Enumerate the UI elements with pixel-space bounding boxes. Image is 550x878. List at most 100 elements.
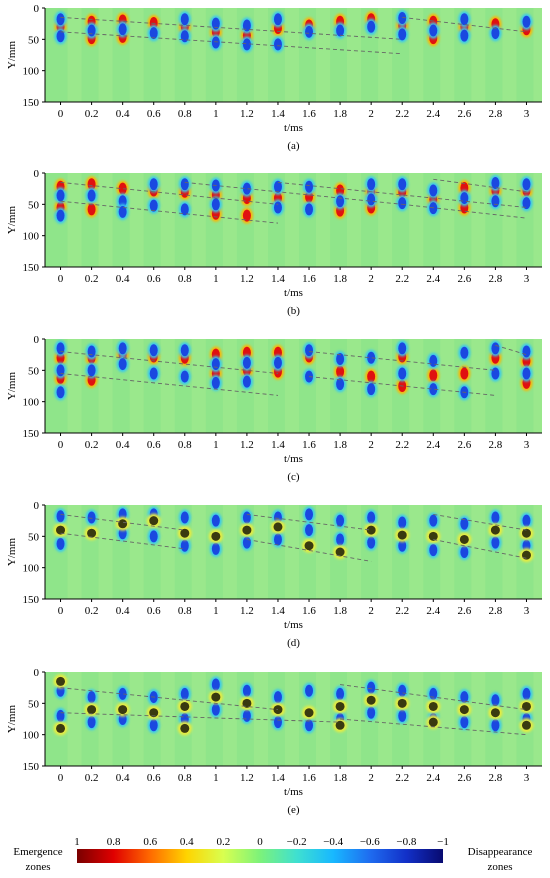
disappearance-zone (460, 29, 469, 42)
colorbar-left-label-line2: zones (25, 861, 50, 873)
x-tick-label: 0 (58, 772, 64, 784)
frame-band (378, 672, 393, 766)
panel-b: 0 50 100 150 0 0.2 0.4 0.6 0.8 1 1.2 1.4 1.6 1.8 2 2.2 2… (6, 168, 542, 317)
x-tick-label: 1.6 (302, 273, 316, 285)
emergence-zone-core (335, 547, 345, 557)
y-axis-label: Y/mm (6, 206, 18, 235)
x-tick-label: 2.2 (395, 439, 409, 451)
frame-band (98, 672, 113, 766)
disappearance-zone (180, 511, 189, 524)
x-axis-label: t/ms (284, 287, 303, 299)
emergence-zone-core (459, 705, 469, 715)
trajectory-dashed-line (184, 181, 403, 205)
disappearance-zone (460, 546, 469, 558)
x-tick-label: 1.4 (271, 439, 285, 451)
panel-d: 0 50 100 150 0 0.2 0.4 0.6 0.8 1 1.2 1.4 1.6 1.8 2 2.2 2… (6, 500, 542, 649)
emergence-zone-core (242, 698, 252, 708)
disappearance-zone (367, 193, 376, 206)
y-tick-label: 0 (34, 500, 40, 512)
frame-band (222, 339, 237, 433)
frame-band (409, 173, 424, 267)
y-axis-label: Y/mm (6, 705, 18, 734)
x-tick-label: 1.6 (302, 108, 316, 120)
trajectory-dashed-line (340, 684, 527, 711)
disappearance-zone (56, 510, 65, 523)
frame-band (533, 339, 542, 433)
x-tick-label: 2.6 (457, 605, 471, 617)
disappearance-zone (149, 199, 158, 212)
panel-caption: (a) (287, 140, 300, 152)
emergence-zone-core (335, 720, 345, 730)
trajectory-dashed-line (60, 351, 279, 374)
disappearance-zone (491, 536, 500, 549)
disappearance-zone (491, 342, 500, 355)
x-tick-label: 0.8 (178, 439, 192, 451)
x-tick-label: 3 (524, 108, 530, 120)
x-tick-label: 1 (213, 108, 219, 120)
x-tick-label: 0 (58, 605, 64, 617)
x-tick-label: 0.4 (116, 772, 130, 784)
disappearance-zone (56, 13, 65, 26)
x-tick-label: 2.6 (457, 108, 471, 120)
disappearance-zone (118, 342, 127, 355)
disappearance-zone (149, 367, 158, 380)
disappearance-zone (398, 684, 407, 697)
x-tick-label: 2.8 (489, 108, 503, 120)
colorbar-tick-label: 0.4 (180, 836, 194, 848)
frame-band (471, 672, 486, 766)
frame-band (253, 8, 268, 102)
x-tick-label: 2.8 (489, 772, 503, 784)
x-tick-label: 0.4 (116, 108, 130, 120)
x-axis-label: t/ms (284, 122, 303, 134)
emergence-zone-core (242, 525, 252, 535)
frame-band (533, 8, 542, 102)
colorbar-left-label-line1: Emergence (13, 846, 62, 858)
emergence-zone (460, 367, 469, 380)
panel-caption: (e) (287, 804, 300, 816)
x-tick-label: 1.4 (271, 108, 285, 120)
disappearance-zone (491, 511, 500, 524)
plot-area (45, 505, 542, 599)
emergence-zone (87, 178, 96, 191)
emergence-zone-core (521, 550, 531, 560)
disappearance-zone (242, 182, 251, 195)
emergence-zone-core (118, 519, 128, 529)
x-tick-label: 0.2 (85, 439, 99, 451)
disappearance-zone (305, 344, 314, 357)
x-tick-label: 2.4 (426, 273, 440, 285)
frame-band (378, 8, 393, 102)
frame-band (316, 8, 331, 102)
frame-band (409, 8, 424, 102)
panel-caption: (d) (287, 637, 300, 649)
emergence-zone-core (366, 695, 376, 705)
disappearance-zone (429, 687, 438, 700)
emergence-zone-core (397, 530, 407, 540)
frame-band (440, 8, 455, 102)
x-tick-label: 1 (213, 605, 219, 617)
frame-band (284, 339, 299, 433)
frame-band (378, 173, 393, 267)
frame-band (316, 505, 331, 599)
trajectory-dashed-line (495, 344, 527, 356)
disappearance-zone (211, 678, 220, 691)
disappearance-zone (429, 383, 438, 396)
colorbar-tick-label: −0.2 (287, 836, 307, 848)
y-axis-label: Y/mm (6, 41, 18, 70)
frame-band (191, 672, 206, 766)
trajectory-dashed-line (308, 376, 496, 396)
colorbar: Emergence zones 1 0.8 0.6 0.4 0.2 0 −0.2 −0.4 −0… (13, 836, 532, 873)
colorbar-tick-label: 0 (257, 836, 263, 848)
frame-band (67, 339, 82, 433)
disappearance-zone (118, 358, 127, 371)
x-tick-label: 1.8 (333, 108, 347, 120)
disappearance-zone (429, 514, 438, 527)
x-tick-label: 2 (368, 439, 374, 451)
frame-band (160, 672, 175, 766)
trajectory-dashed-line (340, 718, 527, 736)
frame-band (191, 339, 206, 433)
x-tick-label: 2 (368, 273, 374, 285)
disappearance-zone (460, 13, 469, 26)
disappearance-zone (429, 354, 438, 367)
x-tick-label: 2.2 (395, 108, 409, 120)
plot-area (45, 173, 542, 267)
